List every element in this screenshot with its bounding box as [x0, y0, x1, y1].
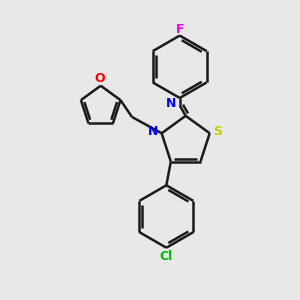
Text: N: N: [166, 98, 177, 110]
Text: Cl: Cl: [160, 250, 173, 262]
Text: N: N: [148, 125, 158, 138]
Text: O: O: [94, 72, 104, 85]
Text: S: S: [214, 125, 223, 138]
Text: F: F: [176, 22, 184, 35]
